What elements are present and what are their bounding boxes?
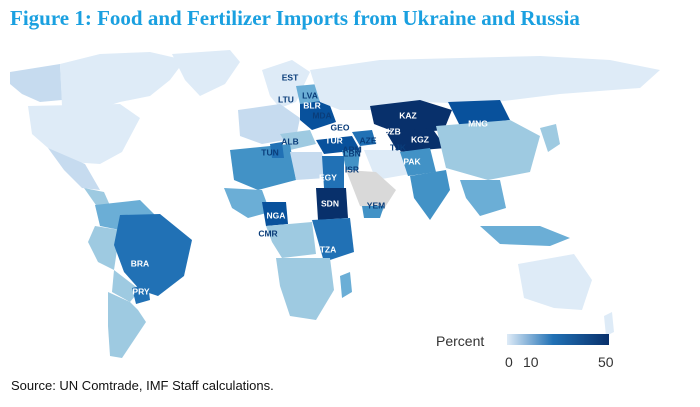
region-arabia	[346, 170, 396, 212]
region-west-africa	[224, 188, 270, 218]
country-label-cmr: CMR	[258, 228, 277, 238]
region-levant	[342, 150, 360, 170]
region-southeast-asia	[460, 180, 506, 216]
legend-title: Percent	[436, 333, 485, 349]
country-label-pak: PAK	[403, 156, 421, 166]
region-baltics	[296, 84, 320, 104]
country-label-lva: LVA	[302, 90, 318, 100]
region-yemen	[362, 206, 384, 218]
region-china	[436, 120, 540, 180]
country-label-alb: ALB	[281, 136, 298, 146]
country-label-nga: NGA	[267, 210, 286, 220]
region-peru	[88, 226, 120, 270]
country-label-kgz: KGZ	[411, 134, 429, 144]
region-sudan	[316, 188, 348, 220]
region-brazil	[114, 214, 192, 296]
country-label-isr: ISR	[345, 164, 359, 174]
region-libya	[290, 152, 326, 180]
country-label-yem: YEM	[367, 200, 385, 210]
legend-tick: 50	[598, 354, 614, 370]
region-alaska	[10, 64, 62, 102]
region-turkey	[316, 136, 360, 154]
region-pakistan	[400, 148, 436, 176]
region-india	[410, 170, 450, 220]
land-masses	[10, 50, 660, 358]
region-bolivia	[112, 270, 140, 302]
region-indonesia	[480, 226, 570, 246]
region-mexico	[48, 148, 100, 190]
country-label-arm: ARM	[342, 144, 361, 154]
country-label-aze: AZE	[360, 135, 377, 145]
country-label-lbn: LBN	[343, 148, 360, 158]
country-label-sdn: SDN	[321, 198, 339, 208]
region-egypt	[322, 156, 344, 188]
region-mongolia	[448, 100, 510, 126]
region-nigeria	[262, 202, 288, 226]
country-label-pry: PRY	[132, 286, 149, 296]
country-label-blr: BLR	[303, 100, 320, 110]
region-caucasus	[352, 130, 376, 146]
country-label-kaz: KAZ	[399, 110, 416, 120]
country-label-tjk: TJK	[390, 142, 407, 152]
region-kazakhstan	[370, 100, 452, 134]
region-paraguay	[132, 284, 150, 304]
region-belarus-ukraine	[300, 100, 336, 130]
country-label-tur: TUR	[325, 135, 342, 145]
region-korea-japan	[540, 124, 560, 152]
region-canada	[60, 52, 185, 110]
region-greenland	[172, 50, 240, 96]
country-label-tun: TUN	[261, 147, 278, 157]
country-label-egy: EGY	[319, 172, 337, 182]
source-note: Source: UN Comtrade, IMF Staff calculati…	[11, 378, 274, 393]
region-usa	[28, 104, 140, 164]
region-central-africa	[266, 222, 316, 258]
country-label-est: EST	[282, 72, 299, 82]
country-label-mda: MDA	[312, 110, 331, 120]
region-tunisia	[270, 142, 284, 158]
country-label-geo: GEO	[331, 122, 350, 132]
figure-title: Figure 1: Food and Fertilizer Imports fr…	[10, 6, 580, 30]
region-argentina-chile	[108, 292, 146, 358]
region-madagascar	[340, 272, 352, 298]
country-label-uzb: UZB	[383, 126, 400, 136]
country-label-bra: BRA	[131, 258, 149, 268]
country-label-mng: MNG	[468, 118, 488, 128]
region-australia	[518, 254, 592, 310]
legend-color-bar	[507, 334, 609, 345]
region-russia	[310, 56, 660, 110]
region-southern-africa	[276, 258, 334, 320]
country-label-ltu: LTU	[278, 94, 294, 104]
region-uzbekistan-region	[386, 128, 446, 152]
legend-tick: 10	[523, 354, 539, 370]
region-scandinavia	[262, 60, 310, 108]
country-label-tza: TZA	[320, 244, 337, 254]
region-new-zealand	[604, 312, 614, 336]
legend-tick: 0	[505, 354, 513, 370]
region-east-africa	[312, 218, 354, 262]
